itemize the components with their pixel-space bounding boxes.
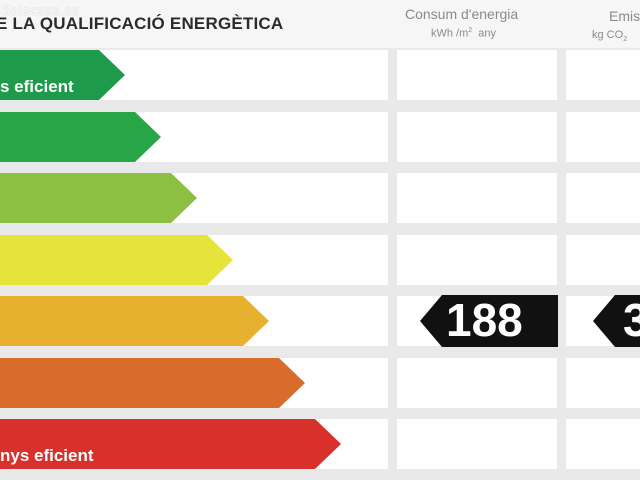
consumption-cell: [397, 173, 557, 223]
consumption-cell: [397, 358, 557, 408]
consumption-value-tag: 188: [420, 295, 558, 352]
rating-arrow-shape: [0, 419, 341, 469]
emissions-column-title: Emis: [609, 8, 640, 24]
consumption-column-title: Consum d'energia: [405, 6, 519, 22]
consumption-value: 188: [446, 294, 523, 346]
consumption-tag-shape: [420, 295, 558, 347]
rating-arrow: [0, 173, 197, 223]
emissions-cell: [566, 112, 640, 162]
watermark: Solocasa.es: [2, 4, 79, 19]
rating-arrow: [0, 235, 233, 285]
rating-arrow-label: s eficient: [0, 77, 74, 96]
emissions-cell: [566, 50, 640, 100]
rating-arrow-shape: [0, 358, 305, 408]
rating-arrow-shape: [0, 173, 197, 223]
rating-arrow: [0, 358, 305, 408]
rating-arrow: [0, 112, 161, 162]
consumption-cell: [397, 235, 557, 285]
certificate-title: E LA QUALIFICACIÓ ENERGÈTICA: [0, 14, 284, 33]
consumption-unit-period: any: [472, 27, 497, 40]
rating-arrow: s eficient: [0, 50, 125, 100]
emissions-cell: [566, 358, 640, 408]
rating-arrow-shape: [0, 50, 125, 100]
emissions-unit: kg CO2: [592, 29, 627, 43]
consumption-cell: [397, 419, 557, 469]
emissions-unit-subscript: 2: [623, 36, 628, 44]
emissions-tag-shape: [593, 295, 640, 347]
rating-arrow-shape: [0, 235, 233, 285]
emissions-cell: [566, 173, 640, 223]
emissions-value-tag: 3: [593, 295, 640, 352]
rating-arrow-shape: [0, 296, 269, 346]
consumption-unit: kWh /m2 any: [431, 27, 496, 40]
consumption-cell: [397, 112, 557, 162]
rating-arrow: [0, 296, 269, 346]
rating-arrow-shape: [0, 112, 161, 162]
consumption-unit-exponent: 2: [468, 27, 473, 34]
emissions-value: 3: [623, 294, 640, 346]
rating-arrow-label: nys eficient: [0, 446, 94, 465]
rating-arrow: nys eficient: [0, 419, 341, 469]
consumption-cell: [397, 50, 557, 100]
consumption-unit-base: kWh /m: [431, 27, 469, 40]
emissions-cell: [566, 419, 640, 469]
emissions-cell: [566, 235, 640, 285]
emissions-unit-base: kg CO: [592, 29, 624, 41]
header-bar: [0, 0, 640, 48]
